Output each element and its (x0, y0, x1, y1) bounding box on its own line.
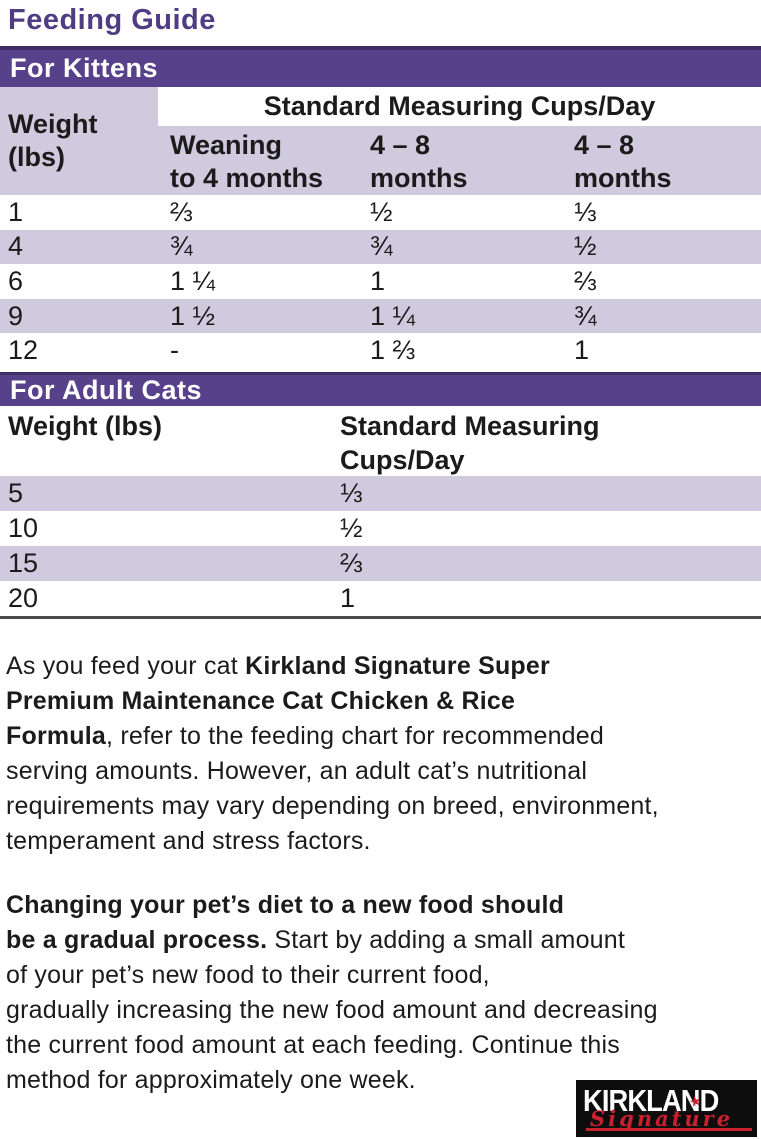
table-bottom-rule (0, 615, 761, 619)
paragraph-line: Changing your pet’s diet to a new food s… (6, 890, 565, 919)
column-header-4-8-months-a: 4 – 8 months (358, 126, 562, 195)
weight-value: 1 (8, 196, 24, 227)
cups-value: ¾ (370, 231, 393, 262)
page-title: Feeding Guide (8, 4, 216, 36)
column-header-line: to 4 months (170, 163, 323, 193)
column-header-line: months (574, 163, 672, 193)
paragraph-line: requirements may vary depending on breed… (6, 791, 659, 820)
cups-value: 1 (370, 265, 386, 296)
paragraph-line: gradually increasing the new food amount… (6, 995, 658, 1024)
kittens-weight-column-header: Weight (lbs) (0, 87, 158, 195)
cups-value: ⅔ (574, 265, 597, 296)
weight-value: 9 (8, 300, 24, 331)
table-row: 20 1 (0, 581, 761, 616)
kittens-cups-header-group: Standard Measuring Cups/Day Weaning to 4… (158, 87, 761, 195)
paragraph-line: method for approximately one week. (6, 1065, 416, 1094)
adult-cats-section-title: For Adult Cats (10, 374, 202, 405)
cups-value: ¾ (170, 231, 193, 262)
paragraph-line: be a gradual process. Start by adding a … (6, 925, 626, 954)
paragraph-line: Formula, refer to the feeding chart for … (6, 721, 604, 750)
adult-cats-table: Weight (lbs) Standard Measuring Cups/Day… (0, 406, 761, 619)
weight-value: 10 (8, 512, 39, 543)
cups-value: 1 ¼ (170, 265, 216, 296)
kirkland-wordmark: KIRKLAND (583, 1083, 719, 1118)
paragraph-line: serving amounts. However, an adult cat’s… (6, 756, 588, 785)
table-row: 6 1 ¼ 1 ⅔ (0, 264, 761, 299)
cups-value: ½ (340, 512, 363, 543)
paragraph-feeding-intro: As you feed your cat Kirkland Signature … (0, 649, 761, 859)
cups-value: ⅔ (340, 547, 363, 578)
table-row: 15 ⅔ (0, 545, 761, 581)
kittens-section-bar: For Kittens (0, 46, 761, 87)
paragraph-line: Premium Maintenance Cat Chicken & Rice (6, 686, 516, 715)
signature-script-text: Signature (590, 1106, 734, 1131)
table-row: 1 ⅔ ½ ⅓ (0, 195, 761, 230)
cups-value: 1 ⅔ (370, 335, 416, 366)
column-header-4-8-months-b: 4 – 8 months (562, 126, 761, 195)
signature-underline (586, 1128, 752, 1131)
kittens-table-header: Weight (lbs) Standard Measuring Cups/Day… (0, 87, 761, 195)
column-header-line: Weaning (170, 130, 283, 160)
weight-value: 15 (8, 547, 39, 578)
cups-value: - (170, 335, 179, 366)
table-row: 9 1 ½ 1 ¼ ¾ (0, 298, 761, 334)
kirkland-signature-logo: KIRKLAND ★ Signature (576, 1080, 757, 1137)
column-header-weaning: Weaning to 4 months (158, 126, 358, 195)
table-row: 12 - 1 ⅔ 1 (0, 333, 761, 368)
column-header-line: months (370, 163, 468, 193)
adult-cats-section-bar: For Adult Cats (0, 371, 761, 406)
column-header-line: Cups/Day (340, 444, 465, 475)
paragraph-diet-transition: Changing your pet’s diet to a new food s… (0, 888, 761, 1098)
kittens-section-title: For Kittens (10, 53, 159, 83)
paragraph-line: temperament and stress factors. (6, 826, 371, 855)
weight-header-line1: Weight (8, 109, 98, 139)
cups-value: ⅓ (574, 196, 597, 227)
paragraph-line: of your pet’s new food to their current … (6, 960, 490, 989)
table-row: 5 ⅓ (0, 475, 761, 511)
kittens-cups-per-day-header: Standard Measuring Cups/Day (158, 87, 761, 126)
cups-value: ½ (574, 231, 597, 262)
cups-value: ½ (370, 196, 393, 227)
paragraph-line: As you feed your cat Kirkland Signature … (6, 651, 550, 680)
adult-table-header: Weight (lbs) Standard Measuring Cups/Day (0, 406, 761, 476)
cups-value: ¾ (574, 300, 597, 331)
cups-value: 1 (340, 582, 356, 613)
table-row: 10 ½ (0, 511, 761, 546)
weight-value: 12 (8, 335, 39, 366)
kittens-age-column-headers: Weaning to 4 months 4 – 8 months 4 – 8 m… (158, 126, 761, 195)
adult-weight-column-header: Weight (lbs) (8, 410, 162, 441)
adult-cups-column-header: Standard Measuring Cups/Day (332, 409, 672, 477)
column-header-line: Standard Measuring (340, 410, 600, 441)
table-row: 4 ¾ ¾ ½ (0, 229, 761, 265)
column-header-line: 4 – 8 (370, 130, 431, 160)
weight-header-line2: (lbs) (8, 142, 65, 172)
kittens-table: Weight (lbs) Standard Measuring Cups/Day… (0, 87, 761, 368)
column-header-line: 4 – 8 (574, 130, 635, 160)
weight-value: 4 (8, 231, 24, 262)
paragraph-line: the current food amount at each feeding.… (6, 1030, 620, 1059)
cups-value: 1 ½ (170, 300, 216, 331)
cups-value: 1 ¼ (370, 300, 416, 331)
cups-value: ⅔ (170, 196, 193, 227)
weight-value: 6 (8, 265, 24, 296)
cups-value: ⅓ (340, 477, 363, 508)
cups-value: 1 (574, 335, 590, 366)
weight-value: 5 (8, 477, 24, 508)
weight-value: 20 (8, 582, 39, 613)
